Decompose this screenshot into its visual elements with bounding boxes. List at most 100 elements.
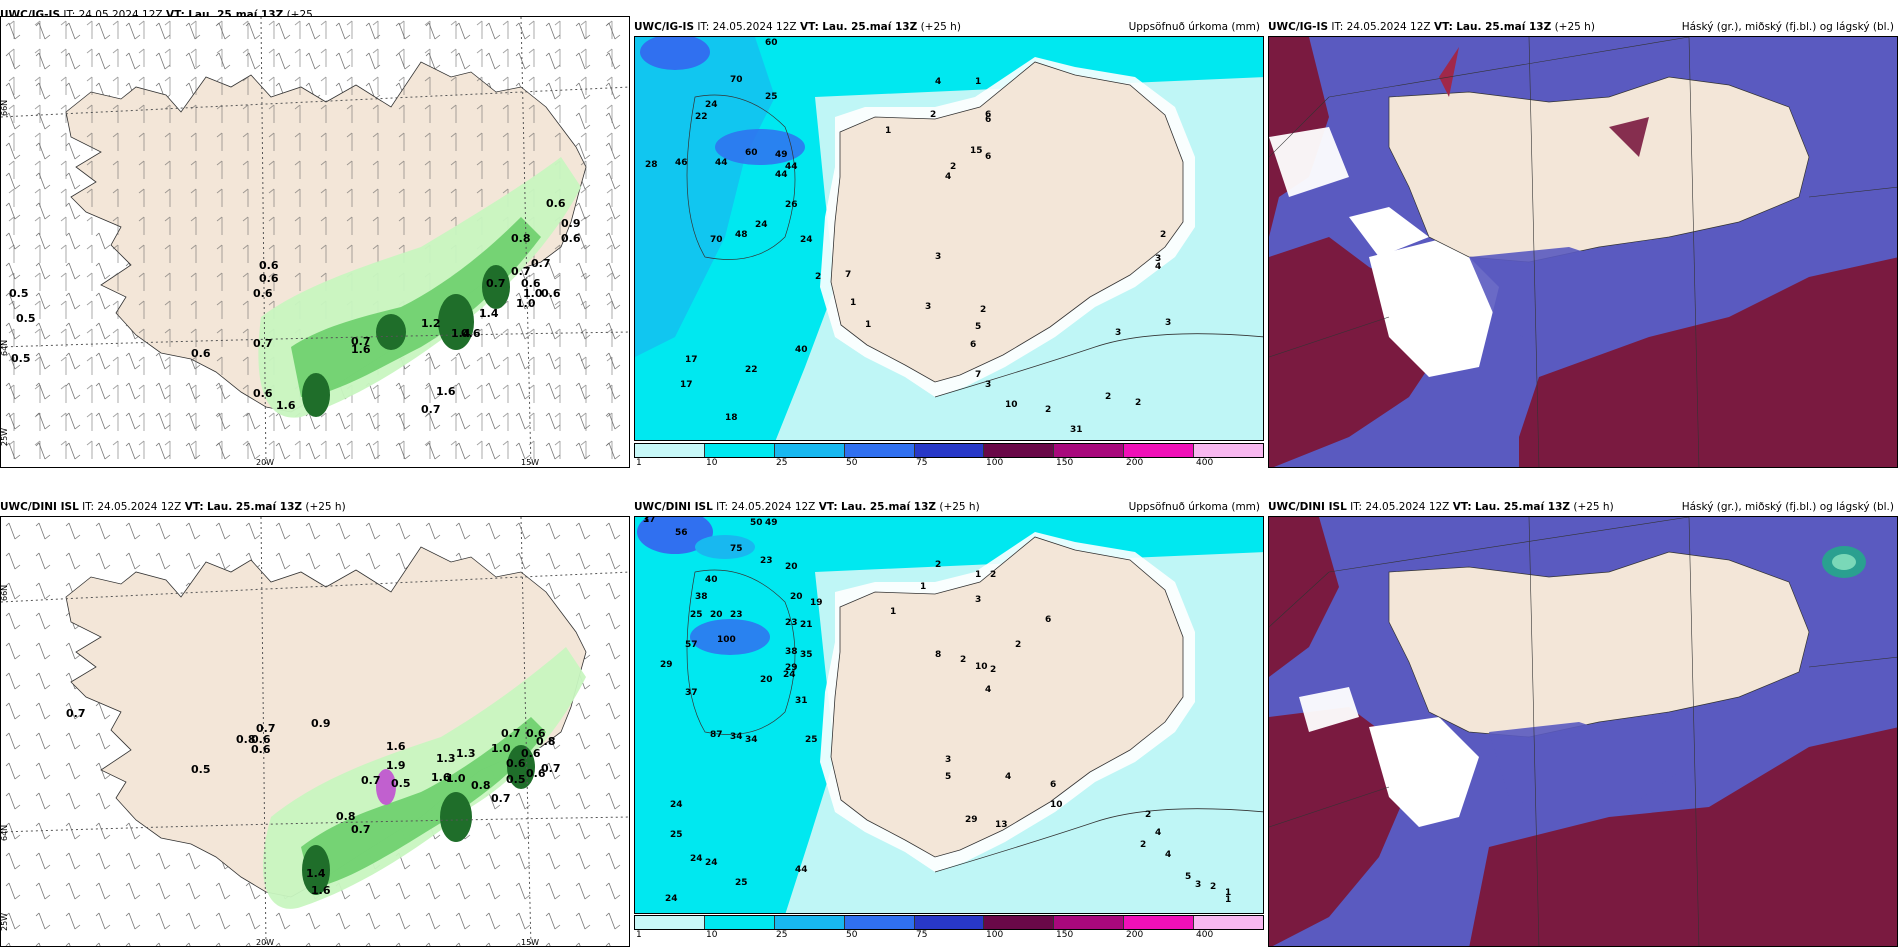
- lon-label: 20W: [256, 938, 274, 947]
- map-value-label: 3: [925, 302, 931, 312]
- map-value-label: 49: [765, 518, 778, 528]
- cloud-map: [1268, 36, 1898, 468]
- map-value-label: 70: [730, 75, 743, 85]
- map-value-label: 3: [1195, 880, 1201, 890]
- map-value-label: 1.6: [276, 399, 296, 412]
- colorbar-ticks: 1 10 25 50 75 100 150 200 400: [634, 458, 1264, 470]
- map-value-label: 2: [1135, 398, 1141, 408]
- map-value-label: 25: [735, 878, 748, 888]
- map-value-label: 0.6: [253, 387, 273, 400]
- map-value-label: 15: [970, 146, 983, 156]
- colorbar-tick-label: 400: [1196, 458, 1214, 468]
- colorbar-swatch: [704, 916, 775, 929]
- map-value-label: 2: [815, 272, 821, 282]
- map-value-label: 24: [755, 220, 768, 230]
- colorbar-tick-label: 400: [1196, 930, 1214, 940]
- map-value-label: 2: [1015, 640, 1021, 650]
- map-value-label: 2: [1140, 840, 1146, 850]
- map-value-label: 4: [985, 685, 991, 695]
- map-value-label: 0.7: [66, 707, 86, 720]
- lat-label: 25W: [1, 913, 9, 931]
- map-value-label: 1.6: [351, 343, 371, 356]
- map-value-label: 31: [1070, 425, 1083, 435]
- map-value-label: 18: [725, 413, 738, 423]
- map-value-label: 1.3: [436, 752, 456, 765]
- wind-map-svg: 66N 64N 25W 20W 15W 0.70.50.80.60.70.60.…: [1, 517, 629, 947]
- map-value-label: 1.6: [436, 385, 456, 398]
- map-value-label: 3: [1115, 328, 1121, 338]
- colorbar-swatch: [914, 916, 985, 929]
- map-value-label: 0.9: [311, 717, 331, 730]
- map-value-label: 29: [660, 660, 673, 670]
- map-value-label: 1.4: [451, 327, 471, 340]
- lat-label: 64N: [1, 340, 9, 356]
- map-value-label: 0.6: [461, 327, 481, 340]
- map-value-label: 1.0: [523, 287, 543, 300]
- colorbar-tick-label: 25: [776, 930, 788, 940]
- map-value-label: 1: [975, 77, 981, 87]
- map-value-label: 0.8: [536, 735, 556, 748]
- map-value-label: 10: [975, 662, 988, 672]
- map-value-label: 0.6: [251, 733, 271, 746]
- map-value-label: 25: [670, 830, 683, 840]
- model-name: UWC/IG-IS: [634, 21, 695, 33]
- map-value-label: 20: [710, 610, 723, 620]
- valid-time: Lau. 25.maí 13Z: [206, 501, 302, 513]
- map-value-label: 100: [717, 635, 736, 645]
- map-value-label: 0.7: [256, 722, 276, 735]
- map-value-label: 0.7: [253, 337, 273, 350]
- wind-values: 0.50.50.5 0.60.60.60.60.70.61.60.71.60.61…: [9, 197, 581, 416]
- lat-label: 64N: [1, 825, 9, 841]
- vt-label: VT:: [818, 501, 838, 513]
- lead-time: (+25 h): [1554, 21, 1595, 33]
- field-title: Háský (gr.), miðský (fj.bl.) og lágský (…: [1681, 501, 1894, 513]
- panel-header: UWC/DINI ISL IT: 24.05.2024 12Z VT: Lau.…: [0, 500, 630, 520]
- model-name: UWC/DINI ISL: [1268, 501, 1347, 513]
- map-value-label: 48: [735, 230, 748, 240]
- map-value-label: 10: [1005, 400, 1018, 410]
- map-value-label: 3: [1155, 254, 1161, 264]
- colorbar-tick-label: 100: [986, 458, 1004, 468]
- model-name: UWC/DINI ISL: [0, 501, 79, 513]
- lat-label: 66N: [1, 100, 9, 116]
- colorbar-tick-label: 200: [1126, 930, 1144, 940]
- map-value-label: 24: [705, 858, 718, 868]
- panel-clouds-bottom: UWC/DINI ISL IT: 24.05.2024 12Z VT: Lau.…: [1268, 490, 1898, 950]
- cloud-map: [1268, 516, 1898, 947]
- map-value-label: 5: [1185, 872, 1191, 882]
- map-value-label: 0.7: [531, 257, 551, 270]
- map-value-label: 4: [1155, 828, 1161, 838]
- cloud-map-svg: [1269, 517, 1897, 946]
- map-value-label: 2: [950, 162, 956, 172]
- panel-header: UWC/IG-IS IT: 24.05.2024 12Z VT: Lau. 25…: [1268, 20, 1898, 40]
- map-value-label: 6: [985, 110, 991, 120]
- init-time: IT: 24.05.2024 12Z: [697, 21, 797, 33]
- colorbar-swatch: [635, 444, 705, 457]
- map-value-label: 87: [710, 730, 723, 740]
- precip-map: 37 56 50 49 75 23 20 40 38 25 20 23 20 19 23 21 57 100 38 3…: [634, 516, 1264, 914]
- map-value-label: 2: [980, 305, 986, 315]
- map-value-label: 20: [760, 675, 773, 685]
- lead-time: (+25 h): [939, 501, 980, 513]
- precip-core: [438, 294, 474, 350]
- init-time: IT: 24.05.2024 12Z: [716, 501, 816, 513]
- map-value-label: 7: [975, 370, 981, 380]
- map-value-label: 34: [730, 732, 743, 742]
- map-value-label: 0.8: [511, 232, 531, 245]
- panel-wind-top: UWC/IG-IS IT: 24.05.2024 12Z VT: Lau. 25…: [0, 8, 630, 468]
- map-value-label: 23: [730, 610, 743, 620]
- map-value-label: 4: [1155, 262, 1161, 272]
- map-value-label: 0.7: [541, 762, 561, 775]
- map-value-label: 21: [800, 620, 813, 630]
- map-value-label: 1: [1225, 895, 1231, 905]
- colorbar-swatch: [1124, 916, 1195, 929]
- colorbar-ticks: 1 10 25 50 75 100 150 200 400: [634, 930, 1264, 942]
- map-value-label: 0.9: [561, 217, 581, 230]
- cloud-map-svg: [1269, 37, 1897, 467]
- map-value-label: 19: [810, 598, 823, 608]
- colorbar-swatch: [1124, 444, 1195, 457]
- valid-time: Lau. 25.maí 13Z: [1456, 21, 1552, 33]
- map-value-label: 6: [1050, 780, 1056, 790]
- map-value-label: 20: [790, 592, 803, 602]
